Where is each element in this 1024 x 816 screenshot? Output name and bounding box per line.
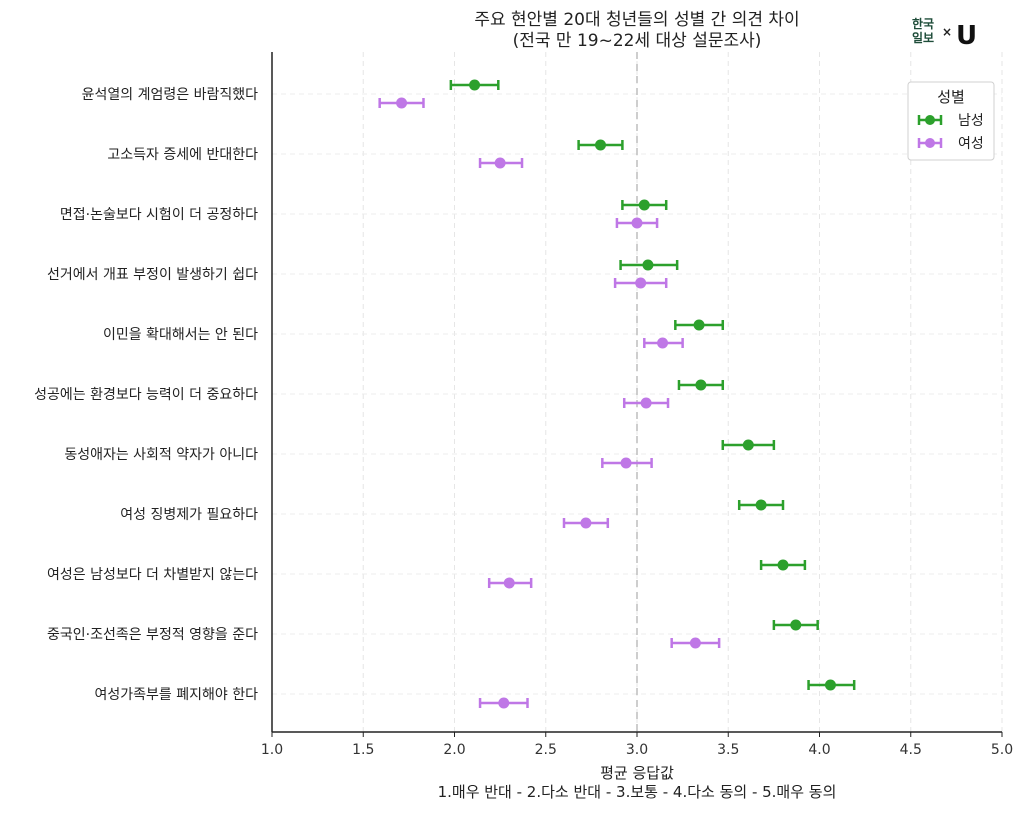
point-s0-0 <box>469 79 481 91</box>
category-label-5: 성공에는 환경보다 능력이 더 중요하다 <box>34 387 258 403</box>
point-s0-6 <box>742 439 754 451</box>
x-tick-label-5: 3.5 <box>717 742 739 758</box>
category-label-10: 여성가족부를 폐지해야 한다 <box>95 687 259 703</box>
category-label-3: 선거에서 개표 부정이 발생하기 쉽다 <box>47 267 258 283</box>
point-s1-8 <box>503 577 515 589</box>
point-s1-7 <box>580 517 592 529</box>
x-tick-label-8: 5.0 <box>991 742 1013 758</box>
point-s1-6 <box>620 457 632 469</box>
point-s0-2 <box>638 199 650 211</box>
legend-label-1: 여성 <box>958 136 984 152</box>
point-s1-0 <box>396 97 408 109</box>
point-s1-10 <box>498 697 510 709</box>
brand-logo: 한국 일보 × U <box>910 14 980 51</box>
point-s1-4 <box>657 337 669 349</box>
x-axis-scale-note: 1.매우 반대 - 2.다소 반대 - 3.보통 - 4.다소 동의 - 5.매… <box>438 783 837 801</box>
point-s0-4 <box>693 319 705 331</box>
point-s0-9 <box>790 619 802 631</box>
legend-marker-1 <box>925 138 935 148</box>
point-s1-1 <box>494 157 506 169</box>
data-marks <box>378 79 856 709</box>
category-label-4: 이민을 확대해서는 안 된다 <box>103 327 258 343</box>
logo-hankook-line1: 한국 <box>912 16 934 31</box>
chart-subtitle: (전국 만 19~22세 대상 설문조사) <box>513 31 762 51</box>
logo-hankook-line2: 일보 <box>912 31 934 45</box>
logo-u-mark: U <box>956 21 977 50</box>
category-label-0: 윤석열의 계엄령은 바람직했다 <box>82 87 258 103</box>
logo-separator: × <box>942 25 952 39</box>
legend-title: 성별 <box>937 88 965 106</box>
point-s0-10 <box>824 679 836 691</box>
category-label-2: 면접·논술보다 시험이 더 공정하다 <box>60 207 258 223</box>
x-ticks: 1.0 1.5 2.0 2.5 3.0 3.5 4.0 4.5 5.0 <box>261 732 1013 758</box>
legend-marker-0 <box>925 115 935 125</box>
x-tick-label-7: 4.5 <box>900 742 922 758</box>
category-label-6: 동성애자는 사회적 약자가 아니다 <box>64 447 258 463</box>
x-axis-label: 평균 응답값 <box>600 764 674 782</box>
category-label-1: 고소득자 증세에 반대한다 <box>107 147 258 163</box>
point-s0-7 <box>755 499 767 511</box>
x-tick-label-0: 1.0 <box>261 742 283 758</box>
legend-label-0: 남성 <box>958 113 984 129</box>
x-tick-label-3: 2.5 <box>535 742 557 758</box>
point-s0-1 <box>595 139 606 151</box>
category-label-9: 중국인·조선족은 부정적 영향을 준다 <box>47 627 258 643</box>
point-s0-8 <box>777 559 789 571</box>
x-tick-label-4: 3.0 <box>626 742 648 758</box>
point-s1-2 <box>631 217 643 229</box>
point-s0-3 <box>642 259 654 271</box>
point-s1-9 <box>689 637 701 649</box>
point-s0-5 <box>695 379 707 391</box>
x-tick-label-1: 1.5 <box>352 742 374 758</box>
category-label-8: 여성은 남성보다 더 차별받지 않는다 <box>47 567 258 583</box>
x-tick-label-6: 4.0 <box>808 742 830 758</box>
category-label-7: 여성 징병제가 필요하다 <box>120 507 258 523</box>
point-s1-5 <box>640 397 652 409</box>
point-s1-3 <box>635 277 647 289</box>
chart-title: 주요 현안별 20대 청년들의 성별 간 의견 차이 <box>474 10 799 30</box>
x-tick-label-2: 2.0 <box>443 742 465 758</box>
